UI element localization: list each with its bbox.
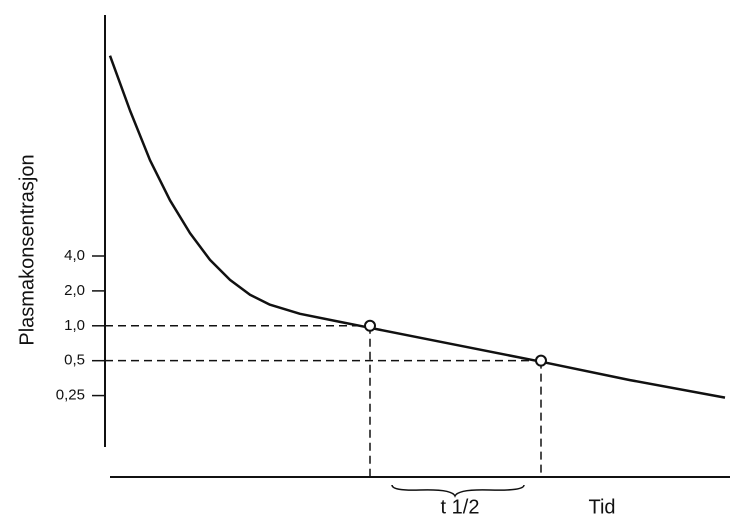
y-axis-label: Plasmakonsentrasjon [16, 154, 38, 345]
data-point [364, 319, 376, 332]
y-tick-label: 4,0 [64, 247, 85, 264]
y-tick-label: 2,0 [64, 282, 85, 299]
y-tick-label: 1,0 [64, 317, 85, 334]
y-tick-label: 0,5 [64, 352, 85, 369]
concentration-curve [108, 55, 726, 399]
x-axis-label: Tid [588, 496, 615, 518]
data-point [535, 354, 547, 367]
half-life-label: t 1/2 [441, 496, 480, 518]
y-tick-label: 0,25 [56, 387, 85, 404]
half-life-brace [391, 484, 525, 498]
